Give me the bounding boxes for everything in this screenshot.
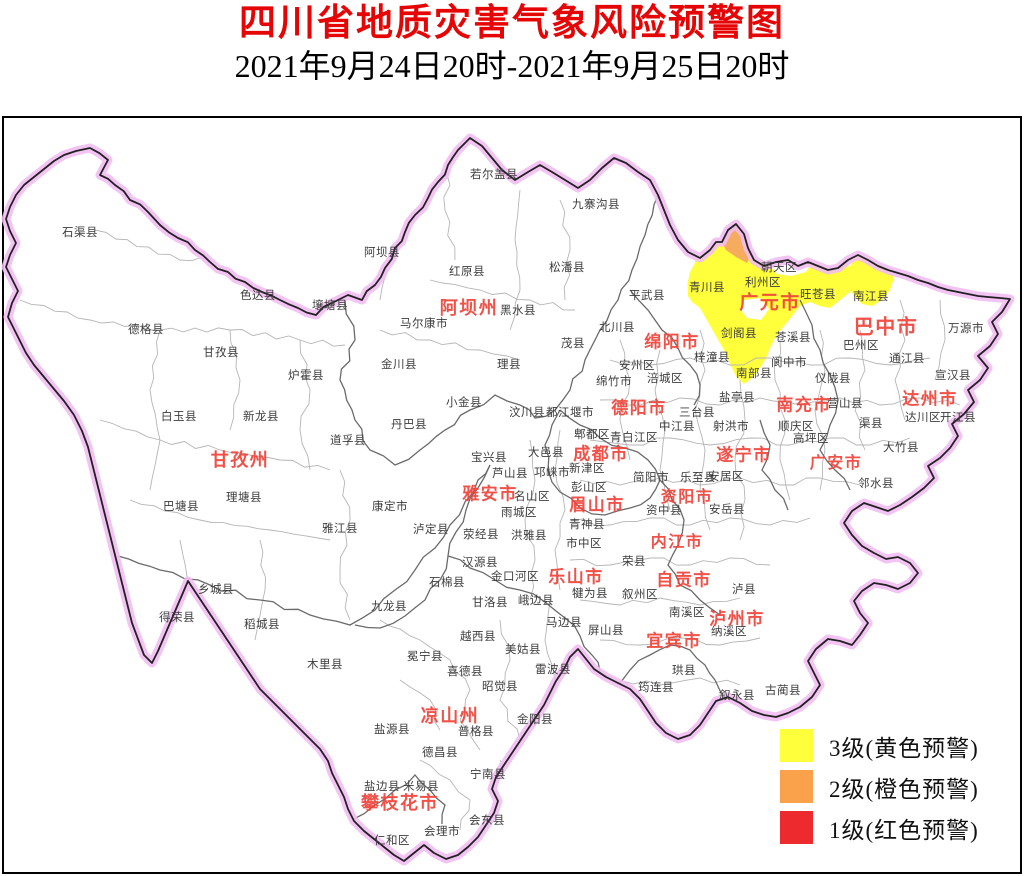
prefecture-boundary — [117, 464, 491, 626]
county-boundary — [129, 499, 331, 541]
map-header: 四川省地质灾害气象风险预警图 2021年9月24日20时-2021年9月25日2… — [0, 2, 1024, 86]
legend-row-1ji: 1级(红色预警) — [780, 811, 979, 844]
county-boundary — [419, 759, 471, 831]
prefecture-boundary — [544, 409, 661, 516]
legend-label: 2级(橙色预警) — [829, 776, 979, 802]
county-boundary — [609, 357, 931, 366]
county-boundary — [19, 299, 346, 347]
prefecture-boundary — [351, 774, 446, 825]
county-boundary — [524, 439, 536, 601]
county-boundary — [429, 279, 576, 311]
county-boundary — [934, 299, 946, 381]
legend-swatch — [780, 729, 813, 762]
prefecture-boundary — [629, 289, 701, 406]
county-boundary — [619, 677, 741, 686]
legend: 3级(黄色预警) 2级(橙色预警) 1级(红色预警) — [780, 729, 979, 844]
legend-row-2ji: 2级(橙色预警) — [780, 770, 979, 803]
county-boundary — [339, 469, 351, 621]
county-boundary — [814, 329, 826, 491]
county-boundary — [509, 189, 521, 331]
prefecture-boundary — [609, 644, 723, 696]
county-boundary — [379, 619, 481, 751]
county-boundary — [379, 199, 391, 301]
county-boundary — [569, 517, 811, 527]
county-boundary — [554, 429, 566, 591]
county-boundary — [579, 477, 861, 486]
page-title: 四川省地质灾害气象风险预警图 — [239, 3, 785, 44]
county-boundary — [599, 397, 961, 406]
prefecture-boundary — [447, 555, 611, 691]
province-boundary — [5, 137, 1011, 862]
county-boundary — [499, 619, 521, 741]
map-interior — [19, 159, 961, 831]
warning-region-yellow-west — [687, 218, 856, 384]
prefecture-boundary — [339, 299, 521, 466]
legend-swatch — [780, 811, 813, 844]
county-boundary — [734, 379, 746, 541]
county-boundary — [544, 599, 556, 681]
map-white-notch — [740, 298, 769, 320]
county-boundary — [599, 637, 761, 646]
county-boundary — [299, 339, 311, 471]
prefecture-boundary — [354, 464, 491, 629]
county-boundary — [694, 329, 711, 531]
county-boundary — [149, 329, 161, 491]
county-boundary — [379, 329, 521, 361]
date-range: 2021年9月24日20时-2021年9月25日20时 — [234, 48, 790, 84]
prefecture-boundary — [659, 479, 721, 616]
prefecture-boundary — [759, 419, 789, 511]
county-boundary — [559, 199, 571, 301]
county-boundary — [99, 419, 331, 471]
county-boundary — [854, 329, 866, 451]
legend-swatch — [780, 770, 813, 803]
county-boundary — [619, 339, 631, 461]
county-boundary — [254, 539, 267, 641]
prefecture-boundary — [799, 299, 851, 491]
county-boundary — [399, 679, 441, 731]
county-boundary — [589, 437, 911, 446]
prefecture-boundary — [519, 194, 659, 419]
county-boundary — [894, 299, 906, 421]
county-boundary — [579, 597, 741, 606]
legend-row-3ji: 3级(黄色预警) — [780, 729, 979, 762]
legend-label: 1级(红色预警) — [829, 817, 979, 843]
county-boundary — [773, 339, 791, 501]
county-boundary — [229, 329, 241, 431]
legend-label: 3级(黄色预警) — [829, 735, 979, 761]
